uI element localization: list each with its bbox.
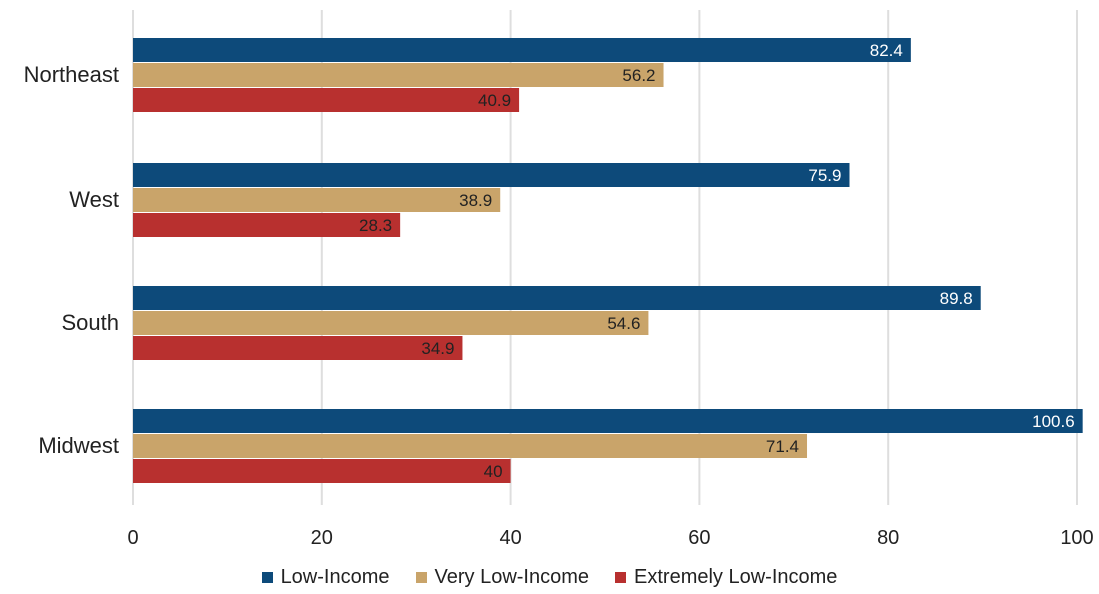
bar-midwest-extremely-low-income xyxy=(133,459,511,483)
data-label-midwest-very-low-income: 71.4 xyxy=(766,437,799,456)
bar-northeast-low-income xyxy=(133,38,911,62)
bar-west-very-low-income xyxy=(133,188,501,212)
data-label-south-low-income: 89.8 xyxy=(940,289,973,308)
legend-swatch-extremely-low-income xyxy=(615,572,627,583)
bar-south-extremely-low-income xyxy=(133,336,463,360)
data-label-midwest-low-income: 100.6 xyxy=(1032,412,1075,431)
bar-south-low-income xyxy=(133,286,981,310)
x-tick-label-100: 100 xyxy=(1060,527,1093,549)
bar-midwest-very-low-income xyxy=(133,434,808,458)
x-tick-label-60: 60 xyxy=(688,527,710,549)
category-labels: Northeast West South Midwest xyxy=(24,62,119,458)
category-label-northeast: Northeast xyxy=(24,62,119,87)
bar-northeast-very-low-income xyxy=(133,63,664,87)
x-tick-labels: 0 20 40 60 80 100 xyxy=(127,527,1093,549)
legend-item-very-low-income: Very Low-Income xyxy=(415,566,590,589)
legend-label-very-low-income: Very Low-Income xyxy=(434,566,590,588)
data-label-northeast-low-income: 82.4 xyxy=(870,41,903,60)
legend: Low-Income Very Low-Income Extremely Low… xyxy=(0,566,1099,589)
bars xyxy=(133,38,1083,483)
data-label-south-very-low-income: 54.6 xyxy=(607,314,640,333)
x-tick-label-0: 0 xyxy=(127,527,138,549)
legend-item-extremely-low-income: Extremely Low-Income xyxy=(615,566,837,589)
bar-chart: Northeast West South Midwest 0 20 40 60 80 100 8… xyxy=(24,10,1094,549)
category-label-midwest: Midwest xyxy=(38,433,119,458)
data-label-west-extremely-low-income: 28.3 xyxy=(359,216,392,235)
legend-swatch-very-low-income xyxy=(415,572,427,583)
legend-item-low-income: Low-Income xyxy=(261,566,390,589)
x-tick-label-40: 40 xyxy=(499,527,521,549)
bar-northeast-extremely-low-income xyxy=(133,88,520,112)
bar-midwest-low-income xyxy=(133,409,1083,433)
legend-swatch-low-income xyxy=(261,572,273,583)
data-label-west-very-low-income: 38.9 xyxy=(459,191,492,210)
data-label-west-low-income: 75.9 xyxy=(808,166,841,185)
bar-south-very-low-income xyxy=(133,311,649,335)
bar-west-low-income xyxy=(133,163,850,187)
legend-label-extremely-low-income: Extremely Low-Income xyxy=(634,566,838,588)
data-label-midwest-extremely-low-income: 40 xyxy=(484,462,503,481)
data-labels: 82.4 56.2 40.9 75.9 38.9 28.3 89.8 54.6 34.9 100.… xyxy=(359,41,1075,481)
data-label-northeast-very-low-income: 56.2 xyxy=(622,66,655,85)
category-label-south: South xyxy=(62,310,120,335)
data-label-northeast-extremely-low-income: 40.9 xyxy=(478,91,511,110)
data-label-south-extremely-low-income: 34.9 xyxy=(421,339,454,358)
bar-west-extremely-low-income xyxy=(133,213,401,237)
x-tick-label-20: 20 xyxy=(311,527,333,549)
legend-label-low-income: Low-Income xyxy=(280,566,390,588)
x-tick-label-80: 80 xyxy=(877,527,899,549)
category-label-west: West xyxy=(69,187,119,212)
